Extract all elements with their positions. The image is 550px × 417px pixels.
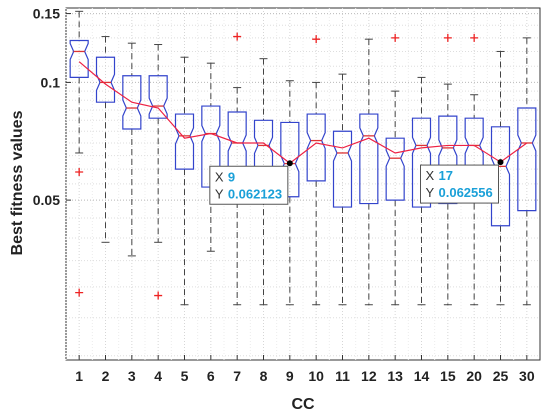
y-tick-label: 0.15	[33, 6, 60, 22]
datatip-y-key: Y	[215, 186, 224, 201]
x-tick-label: 11	[335, 368, 350, 384]
x-tick-label: 30	[519, 368, 535, 384]
box-12	[359, 38, 379, 306]
box-1	[69, 10, 89, 297]
outlier-marker	[391, 33, 400, 42]
datatip-marker	[286, 160, 293, 167]
trend-polyline	[78, 61, 528, 165]
datatip-x-value: 9	[228, 169, 235, 184]
box-2	[95, 36, 116, 243]
notched-box	[385, 137, 405, 201]
box-14	[411, 76, 432, 306]
outlier-marker	[443, 33, 452, 42]
x-tick-label: 8	[260, 368, 268, 384]
outlier-marker	[75, 168, 84, 177]
datatip-y-value: 0.062123	[228, 186, 282, 201]
outlier-marker	[154, 291, 163, 300]
notched-box	[95, 56, 116, 103]
notched-box	[122, 75, 142, 130]
x-tick-label: 13	[387, 368, 403, 384]
x-tick-label: 25	[493, 368, 509, 384]
outlier-marker	[75, 288, 84, 297]
box-11	[332, 73, 353, 306]
x-tick-label: 7	[233, 368, 241, 384]
box-series	[69, 10, 537, 306]
datatip-x-key: X	[215, 169, 224, 184]
notched-box	[359, 113, 379, 205]
datatip-box	[209, 165, 289, 205]
x-tick-label: 20	[466, 368, 482, 384]
x-tick-label: 4	[154, 368, 162, 384]
notched-box	[174, 113, 195, 170]
datatip-box	[420, 164, 499, 204]
datatip-y-value: 0.062556	[439, 185, 493, 200]
notched-box	[411, 117, 432, 208]
notched-box	[306, 113, 326, 182]
y-axis-label: Best fitness values	[9, 110, 26, 255]
datatip-2: X 17 Y 0.062556	[420, 159, 504, 204]
datatip-x-key: X	[426, 168, 435, 183]
x-tick-label: 3	[128, 368, 136, 384]
box-5	[174, 56, 195, 306]
x-tick-label: 10	[308, 368, 324, 384]
x-tick-label: 1	[75, 368, 83, 384]
notched-box	[332, 130, 353, 208]
notched-box	[69, 39, 89, 78]
x-axis-label: CC	[291, 396, 315, 413]
box-4	[148, 44, 168, 300]
y-tick-label: 0.05	[33, 192, 60, 208]
box-3	[122, 42, 142, 257]
mean-trend-line	[78, 61, 528, 165]
datatip-1: X 9Y 0.062123	[209, 160, 293, 205]
datatip-y-key: Y	[426, 185, 435, 200]
y-axis-ticks: 0.05 0.1 0.15	[33, 6, 540, 208]
notched-box	[490, 126, 511, 227]
x-axis-ticks: 1 2 3 4 5 6 7 8 9 10 11 12 13 14 15 20 25 30	[75, 355, 535, 384]
x-tick-label: 6	[207, 368, 215, 384]
x-tick-label: 14	[414, 368, 430, 384]
notched-box	[517, 107, 537, 212]
datatip-x-value: 17	[439, 168, 453, 183]
notched-box	[280, 121, 300, 198]
box-10	[306, 35, 326, 306]
x-tick-label: 2	[102, 368, 110, 384]
outlier-marker	[233, 32, 242, 41]
x-tick-label: 12	[361, 368, 377, 384]
datatip-marker	[497, 159, 504, 166]
outlier-marker	[312, 35, 321, 44]
grid-lines	[65, 8, 540, 360]
x-tick-label: 5	[181, 368, 189, 384]
box-25	[490, 50, 511, 306]
x-tick-label: 9	[286, 368, 294, 384]
x-tick-label: 15	[440, 368, 456, 384]
box-13	[385, 33, 405, 306]
y-tick-label: 0.1	[41, 74, 61, 90]
outlier-marker	[470, 33, 479, 42]
